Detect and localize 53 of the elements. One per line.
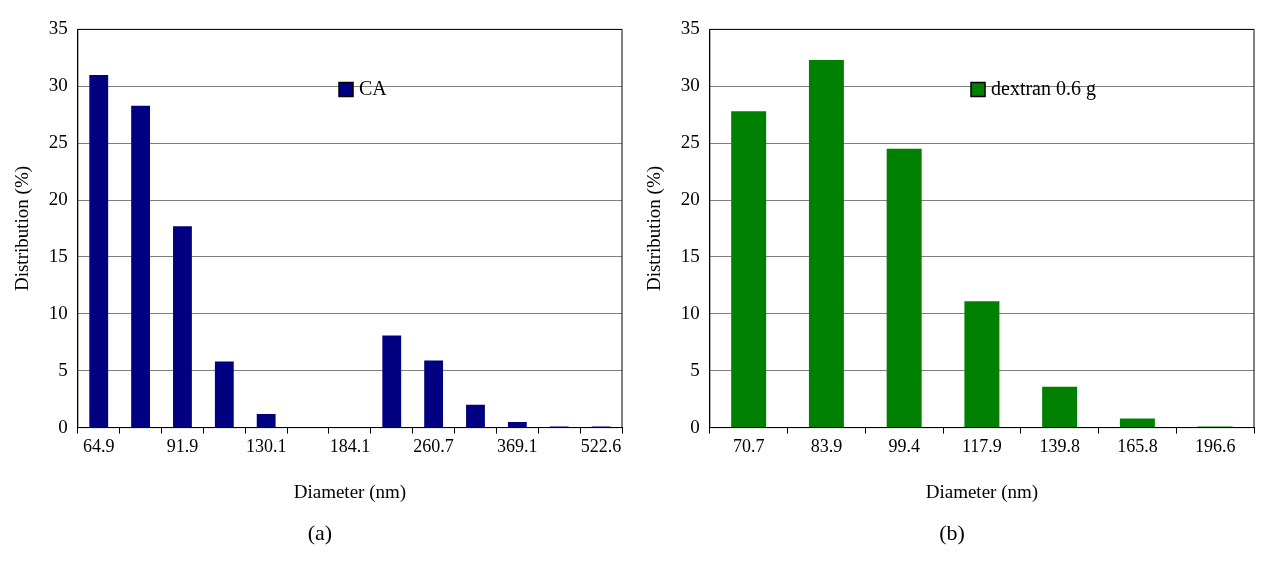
bar xyxy=(808,60,844,428)
x-tick-label: 196.6 xyxy=(1194,436,1236,457)
bar xyxy=(964,301,1000,428)
bar xyxy=(214,361,234,428)
y-tick-label: 15 xyxy=(48,244,68,266)
y-tick-label: 20 xyxy=(680,188,700,210)
y-tick-label: 30 xyxy=(48,74,68,96)
y-tick-label: 25 xyxy=(48,131,68,153)
x-tick-label: 130.1 xyxy=(245,436,287,457)
x-tick-label: 99.4 xyxy=(888,436,920,457)
bar xyxy=(1119,418,1155,428)
bar xyxy=(382,335,402,428)
legend-label: CA xyxy=(359,76,388,99)
bar xyxy=(131,105,151,428)
y-tick-label: 0 xyxy=(58,415,68,437)
y-tick-label: 35 xyxy=(48,17,68,39)
x-tick-label: 70.7 xyxy=(732,436,765,457)
y-tick-label: 5 xyxy=(58,358,68,380)
y-tick-label: 25 xyxy=(680,131,700,153)
bar xyxy=(424,360,444,428)
x-tick-label: 117.9 xyxy=(961,436,1002,457)
y-tick-label: 10 xyxy=(48,301,68,323)
x-tick-label: 522.6 xyxy=(580,436,622,457)
x-tick-label: 260.7 xyxy=(413,436,454,457)
y-tick-label: 35 xyxy=(680,17,700,39)
bar xyxy=(256,413,276,428)
legend-label: dextran 0.6 g xyxy=(991,76,1096,100)
x-axis-title: Diameter (nm) xyxy=(925,480,1039,503)
bar xyxy=(886,148,922,428)
x-tick-label: 139.8 xyxy=(1039,436,1080,457)
x-axis-title: Diameter (nm) xyxy=(293,480,407,503)
x-tick-label: 165.8 xyxy=(1117,436,1158,457)
x-tick-label: 83.9 xyxy=(810,436,843,457)
y-axis-title: Distribution (%) xyxy=(643,165,666,292)
text: (a) xyxy=(306,520,334,546)
bar xyxy=(173,226,192,428)
x-tick-label: 369.1 xyxy=(497,436,538,457)
bar xyxy=(507,421,527,428)
y-tick-label: 0 xyxy=(690,415,700,437)
y-tick-label: 15 xyxy=(680,244,700,266)
x-tick-label: 64.9 xyxy=(82,436,115,457)
text: (b) xyxy=(938,520,966,546)
bar xyxy=(731,111,767,428)
y-axis-title: Distribution (%) xyxy=(11,165,34,292)
y-tick-label: 5 xyxy=(690,358,700,380)
bar xyxy=(1042,386,1078,428)
bar xyxy=(466,404,485,428)
x-tick-label: 91.9 xyxy=(166,436,199,457)
y-tick-label: 30 xyxy=(680,74,700,96)
bar xyxy=(89,74,109,428)
y-tick-label: 10 xyxy=(680,301,700,323)
y-tick-label: 20 xyxy=(48,188,68,210)
x-tick-label: 184.1 xyxy=(329,436,371,457)
